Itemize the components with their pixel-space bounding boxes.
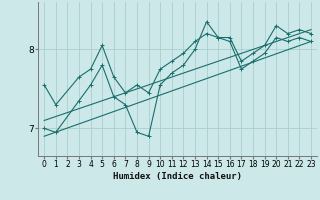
X-axis label: Humidex (Indice chaleur): Humidex (Indice chaleur) — [113, 172, 242, 181]
